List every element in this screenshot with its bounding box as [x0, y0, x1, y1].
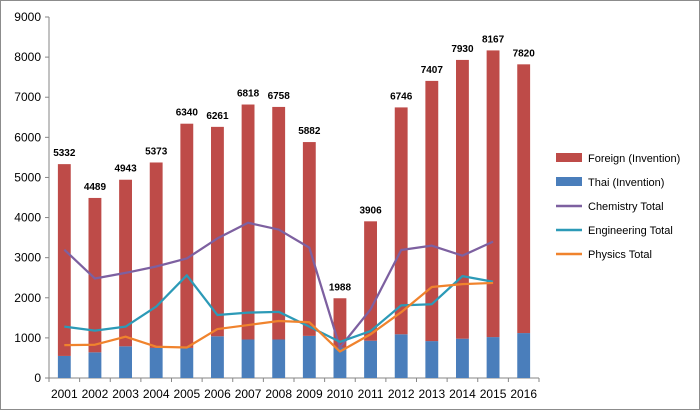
data-label-total: 3906	[359, 205, 382, 216]
bar-thai-invention	[149, 347, 163, 378]
x-tick-label: 2014	[449, 387, 476, 401]
data-label-total: 4943	[114, 164, 137, 175]
bar-thai-invention	[456, 338, 469, 378]
x-tick-label: 2003	[112, 387, 139, 401]
bar-thai-invention	[394, 334, 408, 378]
data-label-total: 6758	[268, 91, 291, 102]
bar-foreign-invention	[425, 80, 439, 342]
y-tick-label: 3000	[14, 251, 41, 265]
x-tick-label: 2012	[388, 387, 415, 401]
bar-foreign-invention	[394, 107, 408, 335]
data-label-total: 4489	[84, 182, 107, 193]
bar-thai-invention	[272, 339, 286, 378]
y-tick-label: 5000	[14, 170, 41, 184]
data-label-total: 6261	[206, 111, 229, 122]
y-tick-label: 6000	[14, 130, 41, 144]
data-label-total: 6340	[176, 108, 199, 119]
line-series-physics-total	[64, 281, 494, 353]
legend-label-engineering-total: Engineering Total	[588, 225, 673, 237]
legend-label-physics-total: Physics Total	[588, 249, 652, 261]
legend-swatch-thai-invention	[556, 177, 582, 186]
line-series-engineering-total	[64, 274, 494, 344]
x-tick-label: 2005	[173, 387, 200, 401]
data-label-total: 7930	[451, 44, 474, 55]
data-label-total: 5332	[53, 148, 76, 159]
bar-thai-invention	[241, 339, 255, 378]
bar-thai-invention	[486, 337, 500, 378]
y-tick-label: 4000	[14, 211, 41, 225]
axes: 0 1000 2000 3000 4000 5000 6000 7000 8000 9000 200…	[14, 10, 540, 401]
y-tick-label: 9000	[14, 10, 41, 24]
legend-label-chemistry-total: Chemistry Total	[588, 201, 664, 213]
bar-thai-invention	[364, 340, 377, 378]
bar-thai-invention	[211, 336, 224, 378]
bar-foreign-invention	[486, 50, 500, 338]
y-tick-label: 8000	[14, 50, 41, 64]
legend-swatch-foreign-invention	[556, 153, 582, 162]
data-label-total: 6746	[390, 91, 413, 102]
bar-foreign-invention	[180, 123, 194, 348]
x-tick-label: 2009	[296, 387, 323, 401]
bar-thai-invention	[333, 347, 347, 378]
data-label-total: 7407	[421, 65, 444, 76]
lines	[63, 221, 494, 353]
data-label-total: 6818	[237, 89, 260, 100]
x-tick-label: 2016	[510, 387, 537, 401]
bar-thai-invention	[88, 352, 102, 378]
legend-label-foreign-invention: Foreign (Invention)	[588, 153, 680, 165]
bar-thai-invention	[302, 335, 316, 378]
bar-foreign-invention	[302, 142, 316, 336]
bar-thai-invention	[119, 346, 132, 378]
x-tick-label: 2015	[480, 387, 507, 401]
x-tick-label: 2001	[51, 387, 78, 401]
bar-foreign-invention	[517, 64, 531, 334]
x-tick-label: 2011	[358, 387, 384, 401]
bar-thai-invention	[517, 333, 531, 378]
bar-thai-invention	[425, 341, 439, 378]
bar-foreign-invention	[456, 59, 469, 339]
data-label-total: 5882	[298, 126, 321, 137]
bars	[57, 50, 531, 378]
x-tick-label: 2007	[235, 387, 262, 401]
bar-foreign-invention	[211, 126, 224, 337]
data-label-total: 8167	[482, 34, 505, 45]
labels: 5332 4489 4943 5373 6340 6261 6818 6758 5882 1988…	[53, 34, 535, 293]
bar-thai-invention	[57, 355, 71, 378]
x-tick-label: 2013	[418, 387, 445, 401]
x-tick-label: 2008	[265, 387, 292, 401]
bar-foreign-invention	[88, 197, 102, 353]
bar-foreign-invention	[272, 106, 286, 340]
x-tick-label: 2010	[327, 387, 354, 401]
bar-foreign-invention	[57, 164, 71, 356]
bar-foreign-invention	[364, 221, 377, 341]
x-tick-label: 2002	[82, 387, 109, 401]
y-tick-label: 0	[34, 371, 41, 385]
x-tick-label: 2004	[143, 387, 170, 401]
data-label-total: 1988	[329, 282, 352, 293]
bar-foreign-invention	[149, 162, 163, 348]
x-tick-label: 2006	[204, 387, 231, 401]
line-series-chemistry-total	[63, 221, 494, 349]
legend: Foreign (Invention) Thai (Invention) Chemi…	[556, 153, 680, 261]
y-tick-label: 2000	[14, 291, 41, 305]
legend-label-thai-invention: Thai (Invention)	[588, 177, 664, 189]
data-label-total: 5373	[145, 146, 168, 157]
y-tick-label: 7000	[14, 90, 41, 104]
bar-foreign-invention	[119, 179, 132, 347]
data-label-total: 7820	[513, 48, 536, 59]
y-tick-label: 1000	[14, 331, 41, 345]
bar-thai-invention	[180, 347, 194, 378]
